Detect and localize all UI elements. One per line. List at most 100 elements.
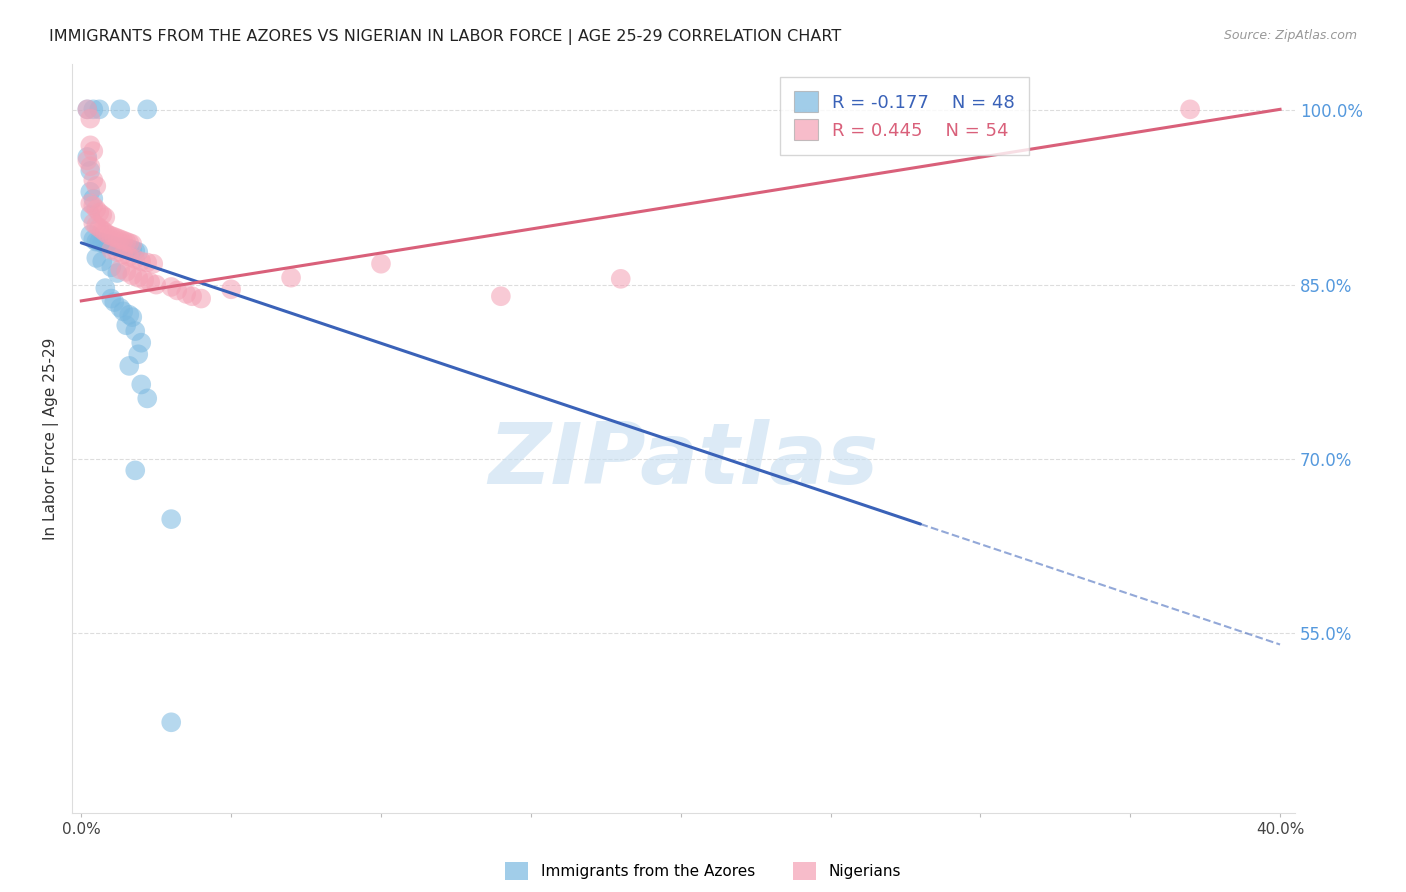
Point	[121, 310, 143, 325]
Point	[124, 463, 146, 477]
Point	[110, 262, 132, 277]
Point	[103, 239, 125, 253]
Point	[89, 220, 111, 235]
Point	[100, 238, 122, 252]
Point	[79, 185, 101, 199]
Point	[103, 295, 125, 310]
Point	[118, 235, 141, 250]
Point	[100, 228, 122, 243]
Point	[76, 103, 98, 117]
Point	[115, 235, 138, 249]
Point	[110, 103, 132, 117]
Point	[134, 273, 156, 287]
Point	[136, 392, 159, 406]
Point	[105, 231, 128, 245]
Point	[174, 287, 197, 301]
Point	[160, 512, 183, 526]
Point	[82, 216, 104, 230]
Point	[160, 280, 183, 294]
Point	[82, 232, 104, 246]
Point	[139, 275, 162, 289]
Point	[84, 219, 107, 233]
Point	[105, 240, 128, 254]
Point	[79, 159, 101, 173]
Point	[97, 227, 120, 242]
Point	[79, 112, 101, 126]
Point	[97, 237, 120, 252]
Point	[79, 196, 101, 211]
Point	[89, 235, 111, 249]
Point	[76, 153, 98, 168]
Point	[105, 245, 128, 260]
Point	[112, 240, 135, 254]
Point	[127, 347, 149, 361]
Point	[181, 289, 204, 303]
Point	[94, 281, 117, 295]
Point	[129, 254, 152, 268]
Point	[91, 208, 114, 222]
Point	[118, 242, 141, 256]
Point	[118, 250, 141, 264]
Point	[219, 282, 242, 296]
Point	[136, 103, 159, 117]
Point	[82, 192, 104, 206]
Point	[160, 715, 183, 730]
Point	[124, 252, 146, 266]
Point	[1178, 103, 1201, 117]
Point	[89, 103, 111, 117]
Point	[129, 377, 152, 392]
Point	[127, 245, 149, 260]
Point	[82, 199, 104, 213]
Point	[103, 230, 125, 244]
Point	[110, 232, 132, 246]
Point	[190, 292, 212, 306]
Point	[489, 289, 512, 303]
Point	[145, 277, 167, 292]
Point	[142, 257, 165, 271]
Point	[84, 235, 107, 249]
Point	[79, 208, 101, 222]
Point	[129, 335, 152, 350]
Point	[115, 242, 138, 256]
Point	[112, 247, 135, 261]
Point	[100, 260, 122, 275]
Point	[91, 254, 114, 268]
Point	[76, 150, 98, 164]
Point	[82, 173, 104, 187]
Legend: Immigrants from the Azores, Nigerians: Immigrants from the Azores, Nigerians	[505, 863, 901, 880]
Point	[110, 240, 132, 254]
Point	[127, 270, 149, 285]
Point	[94, 211, 117, 225]
Point	[118, 359, 141, 373]
Point	[84, 202, 107, 216]
Point	[121, 243, 143, 257]
Text: ZIPatlas: ZIPatlas	[488, 419, 879, 502]
Point	[105, 266, 128, 280]
Point	[79, 227, 101, 242]
Point	[609, 272, 631, 286]
Point	[91, 235, 114, 250]
Point	[370, 257, 392, 271]
Point	[84, 251, 107, 265]
Point	[76, 103, 98, 117]
Point	[91, 223, 114, 237]
Point	[121, 268, 143, 283]
Point	[110, 301, 132, 315]
Point	[100, 292, 122, 306]
Point	[82, 144, 104, 158]
Point	[121, 237, 143, 252]
Point	[124, 324, 146, 338]
Legend: R = -0.177    N = 48, R = 0.445    N = 54: R = -0.177 N = 48, R = 0.445 N = 54	[780, 77, 1029, 154]
Y-axis label: In Labor Force | Age 25-29: In Labor Force | Age 25-29	[44, 337, 59, 540]
Point	[82, 103, 104, 117]
Point	[280, 270, 302, 285]
Point	[112, 304, 135, 318]
Point	[79, 164, 101, 178]
Point	[115, 318, 138, 333]
Text: Source: ZipAtlas.com: Source: ZipAtlas.com	[1223, 29, 1357, 42]
Point	[115, 265, 138, 279]
Point	[89, 205, 111, 219]
Point	[136, 255, 159, 269]
Point	[118, 308, 141, 322]
Point	[124, 244, 146, 258]
